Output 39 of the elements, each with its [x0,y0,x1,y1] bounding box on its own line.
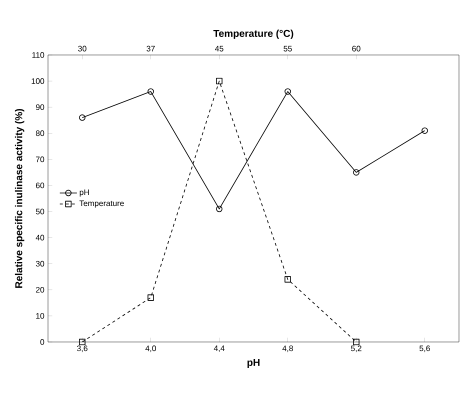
point [353,338,360,346]
y-axis-title: Relative specific inulinase activity (%) [14,108,24,288]
text: 30 [78,46,86,52]
text: 45 [214,46,224,52]
point [79,338,86,346]
legend-label: Temperature [79,200,124,208]
y-tick-label: 100 [32,78,44,84]
y-tick-label: 60 [36,182,44,188]
y-tick-label: 30 [36,260,44,267]
legend-label: pH [80,189,89,197]
point [148,294,154,301]
point [284,88,291,95]
y-tick-label: 0 [40,339,44,345]
y-tick-label: 40 [36,234,44,240]
point [284,276,291,283]
x-tick-label: 3,6 [76,346,88,352]
x-tick-label: 4,0 [145,346,156,352]
point [148,88,154,95]
point [216,78,222,84]
y-tick-label: 80 [36,130,44,136]
text: 60 [352,46,360,52]
y-tick-label: 90 [36,104,44,110]
x-tick-label: 5,6 [420,346,430,352]
x-axis-title: pH [247,358,260,368]
point [79,114,86,121]
point [422,127,428,134]
text: 55 [284,46,292,52]
y-tick-label: 10 [36,313,44,319]
y-tick-label: 50 [36,208,44,214]
y-tick-label: 110 [32,52,44,58]
x-tick-label: 4,8 [282,346,293,352]
point [216,206,222,212]
y-tick-label: 20 [36,286,44,293]
point [353,169,360,176]
x2-axis-title: Temperature (°C) [213,30,294,39]
y-tick-label: 70 [36,156,44,162]
text: 37 [146,46,155,52]
x-tick-label: 4,4 [214,346,225,352]
x-tick-label: 5,2 [351,346,362,352]
